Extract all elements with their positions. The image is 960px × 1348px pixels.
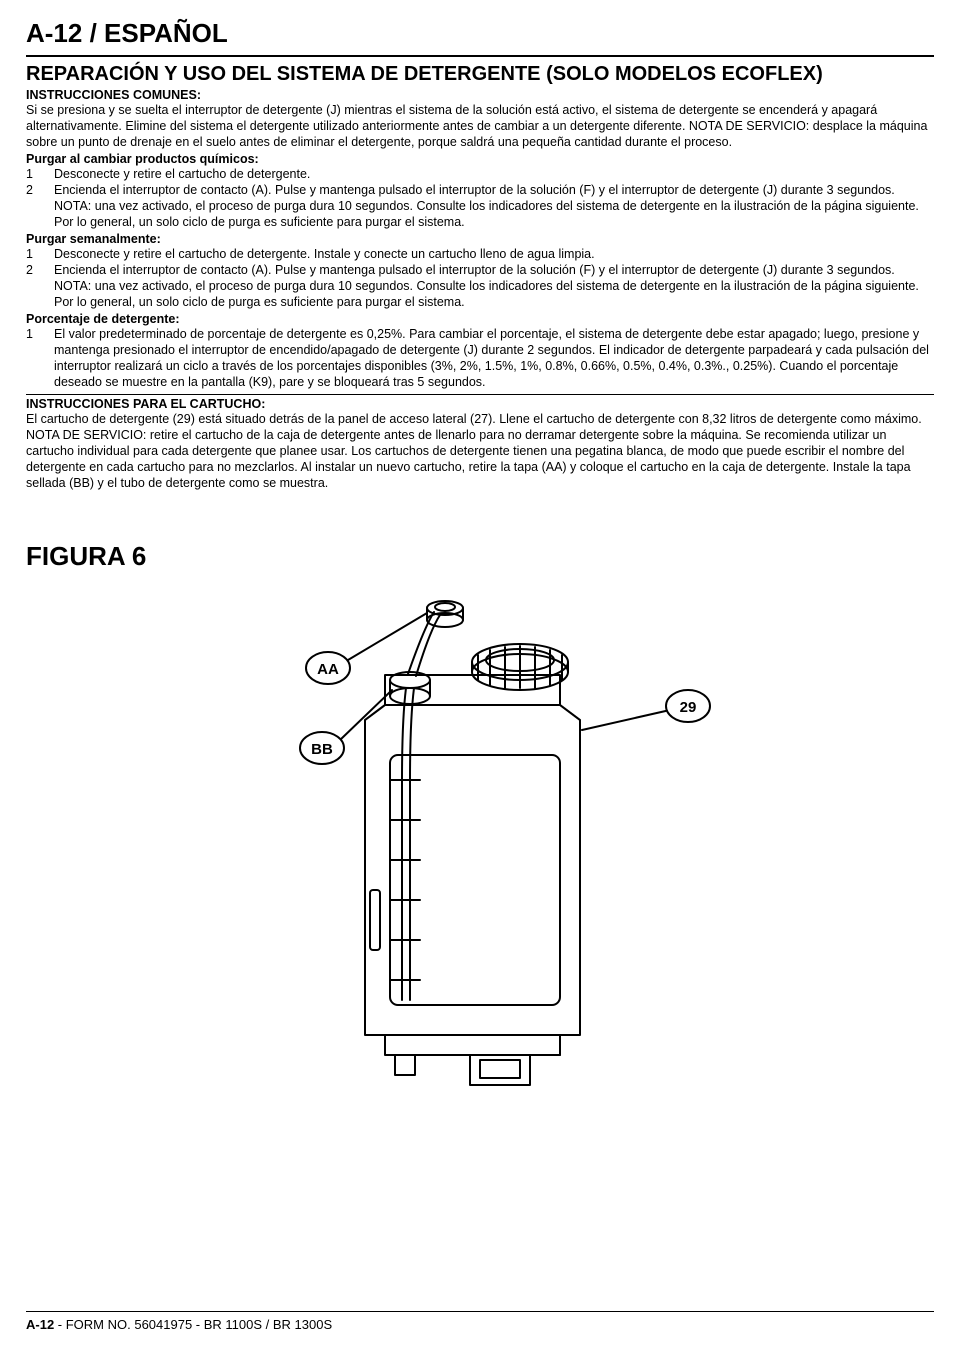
rule-mid <box>26 394 934 395</box>
callout-bb: BB <box>311 741 333 758</box>
list-text-line: NOTA: una vez activado, el proceso de pu… <box>54 279 919 309</box>
list-text: Desconecte y retire el cartucho de deter… <box>54 166 934 182</box>
list-number: 2 <box>26 182 54 230</box>
list-item: 2 Encienda el interruptor de contacto (A… <box>26 182 934 230</box>
figure-title: FIGURA 6 <box>26 541 934 572</box>
list-text-line: NOTA: una vez activado, el proceso de pu… <box>54 199 919 229</box>
rule-bottom <box>26 1311 934 1312</box>
heading-instrucciones-comunes: INSTRUCCIONES COMUNES: <box>26 88 934 102</box>
heading-purgar-quimicos: Purgar al cambiar productos químicos: <box>26 152 934 166</box>
page-header: A-12 / ESPAÑOL <box>26 18 934 49</box>
list-number: 1 <box>26 326 54 390</box>
list-number: 1 <box>26 166 54 182</box>
cartucho-paragraph: El cartucho de detergente (29) está situ… <box>26 411 934 491</box>
list-item: 1 El valor predeterminado de porcentaje … <box>26 326 934 390</box>
callout-aa: AA <box>317 661 339 678</box>
detergent-cartridge-diagram: AA BB 29 <box>220 580 740 1110</box>
footer-page: A-12 <box>26 1317 54 1332</box>
list-text: Encienda el interruptor de contacto (A).… <box>54 182 934 230</box>
list-text-line: Encienda el interruptor de contacto (A).… <box>54 263 895 277</box>
heading-purgar-semanal: Purgar semanalmente: <box>26 232 934 246</box>
heading-instrucciones-cartucho: INSTRUCCIONES PARA EL CARTUCHO: <box>26 397 934 411</box>
footer: A-12 - FORM NO. 56041975 - BR 1100S / BR… <box>26 1317 332 1332</box>
rule-top <box>26 55 934 57</box>
list-item: 1 Desconecte y retire el cartucho de det… <box>26 246 934 262</box>
list-number: 1 <box>26 246 54 262</box>
list-text: El valor predeterminado de porcentaje de… <box>54 326 934 390</box>
main-title: REPARACIÓN Y USO DEL SISTEMA DE DETERGEN… <box>26 63 934 86</box>
list-number: 2 <box>26 262 54 310</box>
list-item: 2 Encienda el interruptor de contacto (A… <box>26 262 934 310</box>
list-item: 1 Desconecte y retire el cartucho de det… <box>26 166 934 182</box>
intro-paragraph: Si se presiona y se suelta el interrupto… <box>26 102 934 150</box>
list-text: Desconecte y retire el cartucho de deter… <box>54 246 934 262</box>
list-text: Encienda el interruptor de contacto (A).… <box>54 262 934 310</box>
list-text-line: Encienda el interruptor de contacto (A).… <box>54 183 895 197</box>
footer-rest: - FORM NO. 56041975 - BR 1100S / BR 1300… <box>54 1317 332 1332</box>
heading-porcentaje: Porcentaje de detergente: <box>26 312 934 326</box>
callout-29: 29 <box>680 699 697 716</box>
figure-container: AA BB 29 <box>26 580 934 1110</box>
